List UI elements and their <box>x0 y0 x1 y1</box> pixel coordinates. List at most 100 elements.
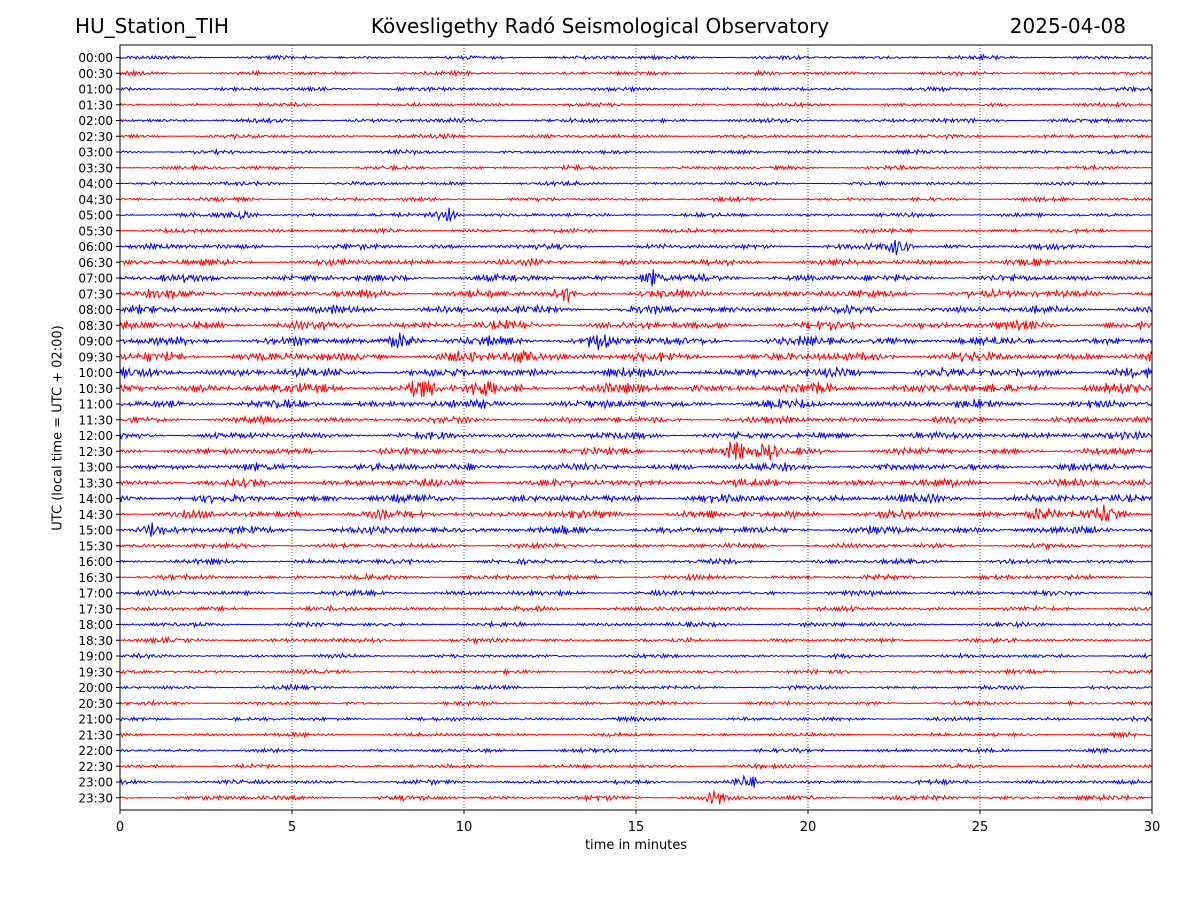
y-tick-label: 12:30 <box>78 445 113 459</box>
y-tick-label: 16:00 <box>78 555 113 569</box>
trace-0530 <box>119 226 1153 235</box>
trace-0300 <box>119 147 1153 156</box>
trace-0500 <box>120 207 1153 222</box>
trace-0830 <box>119 318 1153 332</box>
trace-1500 <box>119 522 1153 537</box>
trace-1100 <box>119 398 1153 410</box>
trace-1400 <box>119 492 1153 505</box>
y-tick-label: 20:00 <box>78 681 113 695</box>
trace-0630 <box>119 257 1153 268</box>
trace-1600 <box>119 556 1153 567</box>
trace-0700 <box>119 269 1152 287</box>
y-tick-label: 01:00 <box>78 83 113 97</box>
station-name: HU_Station_TIH <box>75 14 229 38</box>
trace-2330 <box>119 790 1153 805</box>
trace-1830 <box>119 635 1153 645</box>
y-tick-label: 18:00 <box>78 618 113 632</box>
trace-0930 <box>119 350 1153 363</box>
trace-2000 <box>119 683 1153 692</box>
trace-1300 <box>119 461 1153 473</box>
y-tick-label: 19:30 <box>78 665 113 679</box>
trace-0000 <box>119 53 1153 62</box>
trace-0600 <box>119 240 1153 256</box>
trace-1630 <box>119 572 1153 582</box>
trace-1700 <box>119 588 1153 598</box>
y-tick-label: 11:30 <box>78 413 113 427</box>
y-tick-label: 09:00 <box>78 335 113 349</box>
trace-1000 <box>119 366 1153 379</box>
y-tick-label: 23:00 <box>78 776 113 790</box>
x-tick-label: 0 <box>116 820 124 835</box>
y-tick-label: 17:00 <box>78 587 113 601</box>
trace-1330 <box>119 477 1153 490</box>
y-tick-label: 02:00 <box>78 114 113 128</box>
y-tick-label: 10:30 <box>78 382 113 396</box>
x-tick-label: 25 <box>972 820 989 835</box>
trace-1930 <box>119 667 1153 676</box>
trace-1230 <box>119 441 1153 461</box>
y-tick-label: 06:30 <box>78 256 113 270</box>
trace-2200 <box>119 746 1153 755</box>
observatory-title: Kövesligethy Radó Seismological Observat… <box>370 14 830 38</box>
x-tick-label: 20 <box>800 820 817 835</box>
x-tick-labels: 0 5 10 15 20 25 30 <box>116 810 1160 835</box>
y-axis-label: UTC (local time = UTC + 02:00) <box>50 325 66 531</box>
record-date: 2025-04-08 <box>1009 14 1126 38</box>
x-tick-label: 30 <box>1144 820 1161 835</box>
x-axis-label: time in minutes <box>584 838 688 853</box>
traces <box>119 53 1153 805</box>
trace-0400 <box>119 179 1153 188</box>
trace-0730 <box>119 287 1153 303</box>
trace-1030 <box>119 380 1153 398</box>
y-tick-label: 15:30 <box>78 539 113 553</box>
y-tick-label: 11:00 <box>78 398 113 412</box>
trace-1200 <box>119 430 1153 441</box>
y-tick-label: 21:00 <box>78 713 113 727</box>
y-tick-label: 16:30 <box>78 571 113 585</box>
x-tick-label: 15 <box>628 820 645 835</box>
trace-2300 <box>119 774 1153 788</box>
trace-0330 <box>119 163 1153 172</box>
y-tick-label: 08:00 <box>78 303 113 317</box>
trace-0200 <box>119 116 1153 125</box>
y-tick-label: 10:00 <box>78 366 113 380</box>
y-tick-label: 22:00 <box>78 744 113 758</box>
y-tick-label: 03:30 <box>78 161 113 175</box>
x-tick-label: 10 <box>456 820 473 835</box>
grid-lines <box>291 45 981 810</box>
y-tick-label: 04:00 <box>78 177 113 191</box>
trace-0800 <box>119 303 1153 316</box>
y-tick-label: 18:30 <box>78 634 113 648</box>
y-tick-label: 05:30 <box>78 224 113 238</box>
trace-1430 <box>119 504 1153 522</box>
y-tick-label: 13:30 <box>78 476 113 490</box>
trace-1730 <box>119 604 1153 613</box>
trace-1800 <box>119 620 1153 629</box>
x-tick-label: 5 <box>288 820 296 835</box>
y-tick-label: 23:30 <box>78 791 113 805</box>
y-tick-label: 09:30 <box>78 350 113 364</box>
trace-0130 <box>119 101 1153 109</box>
y-tick-label: 15:00 <box>78 524 113 538</box>
y-tick-label: 22:30 <box>78 760 113 774</box>
y-tick-label: 17:30 <box>78 602 113 616</box>
y-tick-label: 06:00 <box>78 240 113 254</box>
trace-0100 <box>119 85 1153 93</box>
y-tick-label: 14:30 <box>78 508 113 522</box>
trace-0030 <box>119 68 1153 78</box>
y-tick-label: 00:30 <box>78 67 113 81</box>
y-tick-label: 13:00 <box>78 461 113 475</box>
y-tick-label: 04:30 <box>78 193 113 207</box>
y-tick-label: 07:30 <box>78 287 113 301</box>
trace-1130 <box>119 414 1153 426</box>
y-tick-label: 20:30 <box>78 697 113 711</box>
y-tick-label: 02:30 <box>78 130 113 144</box>
trace-2100 <box>119 715 1153 723</box>
y-tick-label: 08:30 <box>78 319 113 333</box>
y-tick-label: 12:00 <box>78 429 113 443</box>
trace-2030 <box>119 699 1153 707</box>
trace-0900 <box>119 332 1153 351</box>
trace-2230 <box>119 762 1152 771</box>
y-tick-label: 03:00 <box>78 146 113 160</box>
y-tick-label: 21:30 <box>78 728 113 742</box>
